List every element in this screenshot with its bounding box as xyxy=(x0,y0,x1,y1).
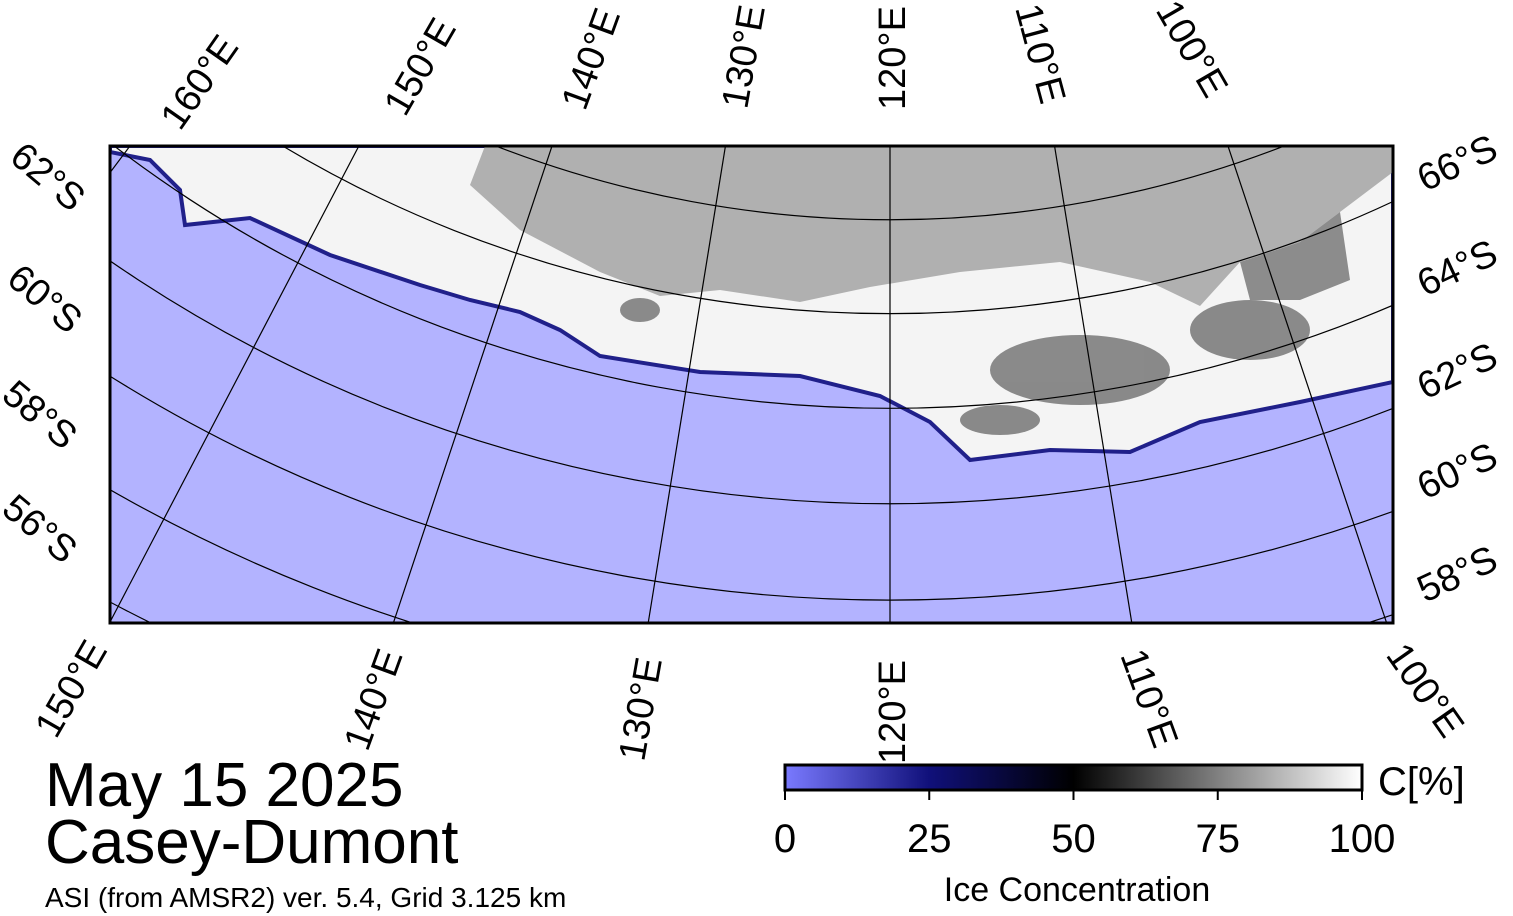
left-lat-label: 62°S xyxy=(2,135,92,220)
meridian xyxy=(392,146,553,623)
source: ASI (from AMSR2) ver. 5.4, Grid 3.125 km xyxy=(45,882,566,913)
ice-texture xyxy=(620,298,1310,435)
bottom-lon-label: 120°E xyxy=(872,660,914,764)
right-lat-label: 58°S xyxy=(1411,538,1504,611)
top-lon-label: 110°E xyxy=(1006,0,1073,108)
colorbar-tick-label: 0 xyxy=(774,817,796,861)
left-lat-label: 56°S xyxy=(0,487,85,572)
map xyxy=(110,146,1393,623)
bottom-lon-label: 110°E xyxy=(1112,644,1186,753)
top-lon-label: 160°E xyxy=(153,28,247,137)
bottom-lon-label: 150°E xyxy=(27,634,115,745)
right-lat-label: 62°S xyxy=(1411,335,1504,408)
top-lon-label: 150°E xyxy=(376,11,464,122)
bottom-lon-label: 140°E xyxy=(336,644,411,756)
colorbar-tick-label: 25 xyxy=(907,817,952,861)
bottom-lon-label: 130°E xyxy=(611,654,670,764)
colorbar-unit: C[%] xyxy=(1378,760,1465,804)
right-lat-label: 64°S xyxy=(1411,232,1504,305)
top-lon-label: 120°E xyxy=(872,6,914,110)
region: Casey-Dumont xyxy=(45,808,458,877)
meridian xyxy=(647,146,727,623)
colorbar-scale xyxy=(783,763,1364,792)
colorbar-tick-label: 75 xyxy=(1196,817,1241,861)
right-lat-label: 60°S xyxy=(1411,435,1504,508)
colorbar-tick-label: 100 xyxy=(1329,817,1396,861)
meridian xyxy=(1227,146,1388,623)
right-lat-label: 66°S xyxy=(1411,127,1504,200)
colorbar-title: Ice Concentration xyxy=(944,871,1211,909)
graticule xyxy=(110,146,1393,623)
left-lat-label: 58°S xyxy=(0,373,85,458)
top-lon-label: 130°E xyxy=(715,2,774,112)
colorbar: C[%] Ice Concentration 0 25 50 75 100 xyxy=(774,760,1465,909)
top-lon-label: 140°E xyxy=(554,3,629,115)
land xyxy=(470,146,1393,306)
colorbar-tick-label: 50 xyxy=(1051,817,1096,861)
date: May 15 2025 xyxy=(45,751,403,820)
bottom-lon-label: 100°E xyxy=(1378,636,1472,745)
map-frame xyxy=(108,144,1395,625)
meridian xyxy=(1053,146,1133,623)
land-shelf xyxy=(1240,212,1350,300)
meridian xyxy=(110,146,360,623)
left-lat-label: 60°S xyxy=(0,257,90,342)
top-lon-label: 100°E xyxy=(1147,0,1235,105)
